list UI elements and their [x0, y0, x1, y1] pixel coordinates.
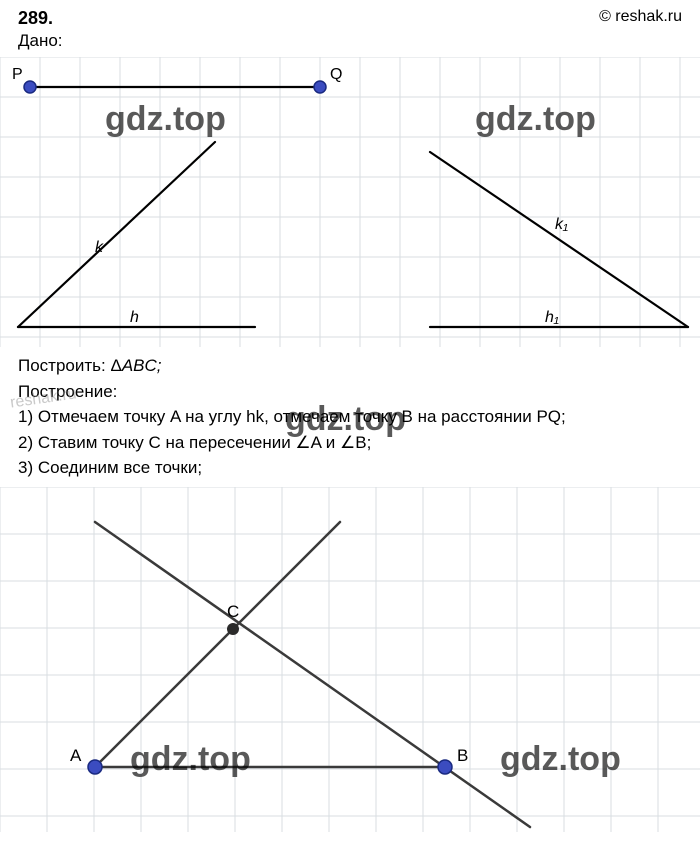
- svg-text:k: k: [95, 239, 104, 256]
- build-label: Построить: Δ: [18, 356, 122, 375]
- svg-text:h: h: [130, 309, 139, 326]
- svg-text:A: A: [70, 746, 82, 765]
- diagram-given: P Qk h k₁ h₁: [0, 57, 700, 347]
- diagram-construction: A B C: [0, 487, 700, 832]
- step-1: 1) Отмечаем точку A на углу hk, отмечаем…: [18, 404, 682, 430]
- svg-text:P: P: [12, 66, 23, 83]
- svg-text:h₁: h₁: [545, 309, 559, 326]
- steps-label: Построение:: [18, 379, 682, 405]
- source-label: © reshak.ru: [599, 8, 682, 29]
- svg-text:C: C: [227, 602, 239, 621]
- given-label: Дано:: [0, 31, 700, 57]
- svg-text:Q: Q: [330, 66, 342, 83]
- build-value: ABC;: [122, 356, 162, 375]
- problem-number: 289.: [18, 8, 53, 29]
- step-3: 3) Соединим все точки;: [18, 455, 682, 481]
- step-2: 2) Ставим точку C на пересечении ∠A и ∠B…: [18, 430, 682, 456]
- svg-text:k₁: k₁: [555, 216, 568, 233]
- construction-text: Построить: ΔABC; Построение: 1) Отмечаем…: [0, 347, 700, 487]
- svg-text:B: B: [457, 746, 468, 765]
